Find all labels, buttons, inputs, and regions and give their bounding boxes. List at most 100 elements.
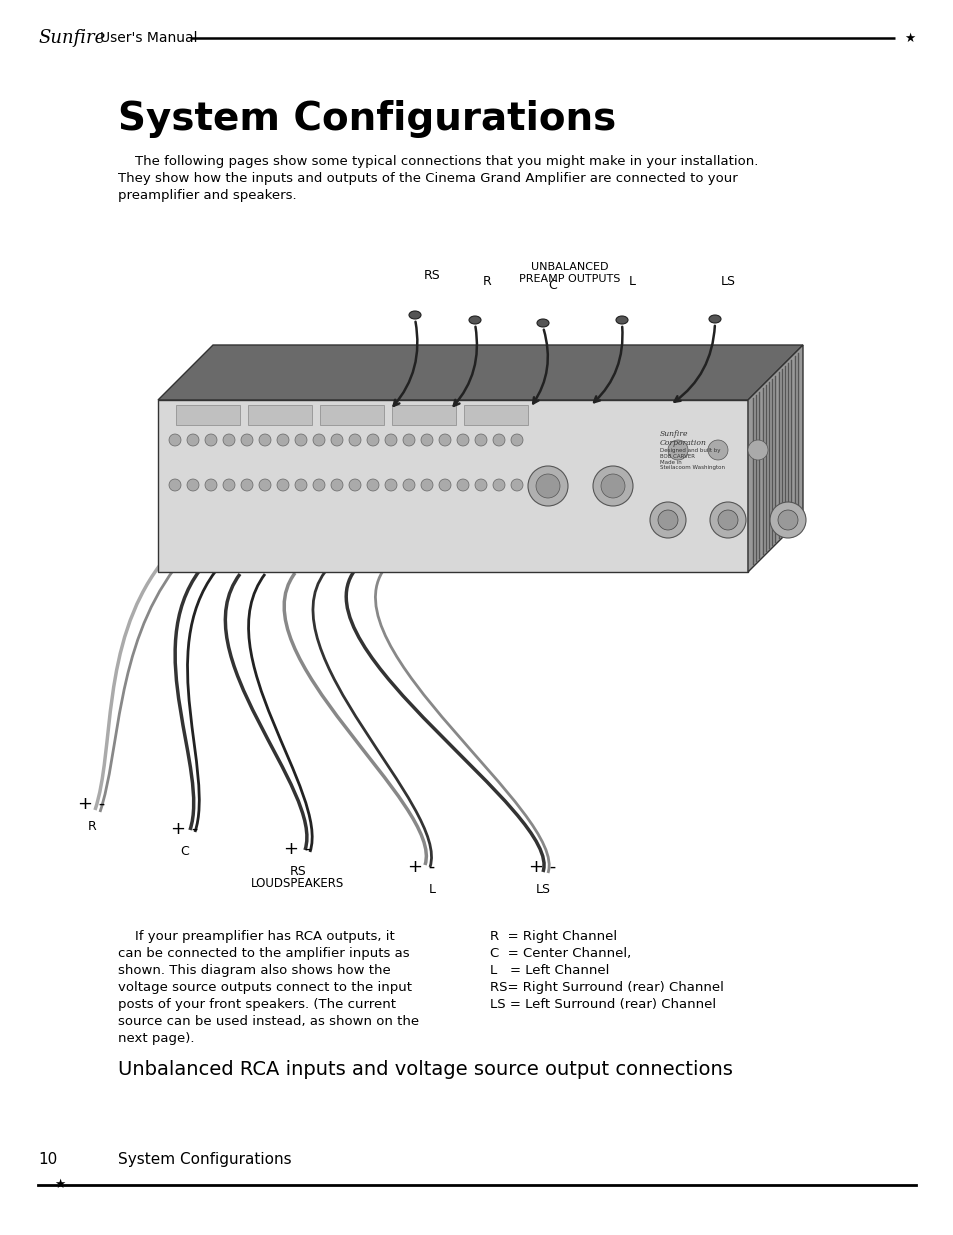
Circle shape xyxy=(747,440,767,459)
Circle shape xyxy=(258,479,271,492)
Circle shape xyxy=(420,479,433,492)
Circle shape xyxy=(658,510,678,530)
Text: + -: + - xyxy=(408,858,436,876)
Bar xyxy=(392,405,456,425)
Text: System Configurations: System Configurations xyxy=(118,100,616,138)
Circle shape xyxy=(402,433,415,446)
Circle shape xyxy=(258,433,271,446)
Bar xyxy=(463,405,527,425)
Text: source can be used instead, as shown on the: source can be used instead, as shown on … xyxy=(118,1015,418,1028)
Text: User's Manual: User's Manual xyxy=(100,31,197,44)
Circle shape xyxy=(187,433,199,446)
Text: + -: + - xyxy=(529,858,556,876)
Circle shape xyxy=(205,479,216,492)
Circle shape xyxy=(536,474,559,498)
Ellipse shape xyxy=(537,319,548,327)
Text: LS: LS xyxy=(720,275,735,288)
Polygon shape xyxy=(747,345,802,572)
Circle shape xyxy=(385,479,396,492)
Text: System Configurations: System Configurations xyxy=(118,1152,292,1167)
Circle shape xyxy=(223,479,234,492)
Circle shape xyxy=(294,433,307,446)
Bar xyxy=(319,405,384,425)
Circle shape xyxy=(187,479,199,492)
Circle shape xyxy=(241,433,253,446)
Text: L   = Left Channel: L = Left Channel xyxy=(490,965,609,977)
Circle shape xyxy=(402,479,415,492)
Ellipse shape xyxy=(708,315,720,324)
Circle shape xyxy=(718,510,738,530)
Circle shape xyxy=(649,501,685,538)
Circle shape xyxy=(667,440,687,459)
Text: RS= Right Surround (rear) Channel: RS= Right Surround (rear) Channel xyxy=(490,981,723,994)
Text: ★: ★ xyxy=(903,32,915,44)
Circle shape xyxy=(456,433,469,446)
Text: ★: ★ xyxy=(54,1177,66,1191)
Text: C  = Center Channel,: C = Center Channel, xyxy=(490,947,631,960)
Text: RS: RS xyxy=(423,269,440,282)
Circle shape xyxy=(241,479,253,492)
Circle shape xyxy=(331,479,343,492)
Circle shape xyxy=(205,433,216,446)
Polygon shape xyxy=(158,400,747,572)
Circle shape xyxy=(778,510,797,530)
Circle shape xyxy=(593,466,633,506)
Circle shape xyxy=(600,474,624,498)
Text: next page).: next page). xyxy=(118,1032,194,1045)
Circle shape xyxy=(349,479,360,492)
Circle shape xyxy=(420,433,433,446)
Circle shape xyxy=(294,479,307,492)
Circle shape xyxy=(276,433,289,446)
Text: preamplifier and speakers.: preamplifier and speakers. xyxy=(118,189,296,203)
Circle shape xyxy=(493,479,504,492)
Text: + -: + - xyxy=(284,840,312,858)
Circle shape xyxy=(475,433,486,446)
Text: L: L xyxy=(428,883,435,897)
Text: L: L xyxy=(628,275,635,288)
Text: R: R xyxy=(482,275,491,288)
Circle shape xyxy=(707,440,727,459)
Circle shape xyxy=(511,433,522,446)
Ellipse shape xyxy=(469,316,480,324)
Circle shape xyxy=(511,479,522,492)
Circle shape xyxy=(475,479,486,492)
Text: C: C xyxy=(180,845,190,858)
Circle shape xyxy=(367,479,378,492)
Text: LOUDSPEAKERS: LOUDSPEAKERS xyxy=(251,877,344,890)
Circle shape xyxy=(769,501,805,538)
Text: Designed and built by
BOB CARVER
Made in
Steilacoom Washington: Designed and built by BOB CARVER Made in… xyxy=(659,448,724,471)
Text: The following pages show some typical connections that you might make in your in: The following pages show some typical co… xyxy=(118,156,758,168)
Text: LS = Left Surround (rear) Channel: LS = Left Surround (rear) Channel xyxy=(490,998,716,1011)
Text: C: C xyxy=(548,279,557,291)
Circle shape xyxy=(709,501,745,538)
Text: can be connected to the amplifier inputs as: can be connected to the amplifier inputs… xyxy=(118,947,409,960)
Circle shape xyxy=(493,433,504,446)
Text: + -: + - xyxy=(172,820,198,839)
Circle shape xyxy=(331,433,343,446)
Text: LS: LS xyxy=(535,883,550,897)
Text: 10: 10 xyxy=(38,1152,57,1167)
Text: PREAMP OUTPUTS: PREAMP OUTPUTS xyxy=(518,274,620,284)
Text: voltage source outputs connect to the input: voltage source outputs connect to the in… xyxy=(118,981,412,994)
Text: R  = Right Channel: R = Right Channel xyxy=(490,930,617,944)
Bar xyxy=(175,405,240,425)
Text: They show how the inputs and outputs of the Cinema Grand Amplifier are connected: They show how the inputs and outputs of … xyxy=(118,172,737,185)
Circle shape xyxy=(438,433,451,446)
Ellipse shape xyxy=(616,316,627,324)
Circle shape xyxy=(438,479,451,492)
Polygon shape xyxy=(158,345,802,400)
Circle shape xyxy=(313,479,325,492)
Circle shape xyxy=(349,433,360,446)
Circle shape xyxy=(169,479,181,492)
Circle shape xyxy=(313,433,325,446)
Circle shape xyxy=(276,479,289,492)
Ellipse shape xyxy=(409,311,420,319)
Bar xyxy=(248,405,312,425)
Circle shape xyxy=(385,433,396,446)
Text: Sunfire: Sunfire xyxy=(38,28,105,47)
Text: posts of your front speakers. (The current: posts of your front speakers. (The curre… xyxy=(118,998,395,1011)
Text: + -: + - xyxy=(78,795,106,813)
Circle shape xyxy=(367,433,378,446)
Circle shape xyxy=(223,433,234,446)
Text: If your preamplifier has RCA outputs, it: If your preamplifier has RCA outputs, it xyxy=(118,930,395,944)
